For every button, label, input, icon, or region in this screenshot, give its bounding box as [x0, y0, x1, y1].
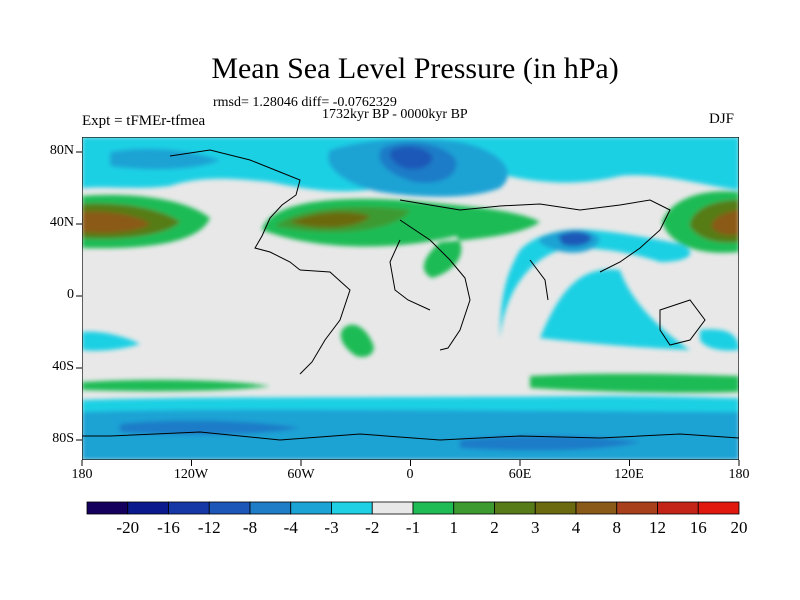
map-title: Mean Sea Level Pressure (in hPa)	[211, 52, 619, 85]
colorbar-label: -3	[324, 518, 339, 537]
rmsd-diff-stats: rmsd= 1.28046 diff= -0.0762329	[213, 95, 397, 110]
lon-label-60e: 60E	[508, 467, 532, 482]
lat-label-80n: 80N	[49, 143, 74, 158]
colorbar-swatch	[127, 501, 169, 515]
colorbar-swatch	[290, 501, 332, 515]
time-period-label: 1732kyr BP - 0000kyr BP	[322, 107, 468, 122]
lon-label-180-east: 180	[728, 467, 750, 482]
colorbar-label: 12	[649, 518, 666, 537]
colorbar-label: 16	[689, 518, 707, 537]
colorbar-label: -4	[283, 518, 298, 537]
colorbar-label: 8	[612, 518, 622, 537]
colorbar-label: -12	[197, 518, 221, 537]
colorbar	[86, 501, 740, 515]
colorbar-label: -8	[242, 518, 258, 537]
colorbar-swatch	[616, 501, 658, 515]
colorbar-label: 1	[449, 518, 459, 537]
colorbar-swatch	[697, 501, 740, 515]
colorbar-swatch	[412, 501, 455, 515]
colorbar-swatch	[453, 501, 495, 515]
colorbar-label: -1	[405, 518, 421, 537]
colorbar-label: -20	[116, 518, 140, 537]
colorbar-swatch	[86, 501, 129, 515]
colorbar-swatch	[575, 501, 618, 515]
lon-label-180-west: 180	[71, 467, 93, 482]
colorbar-label: 20	[730, 518, 748, 537]
colorbar-label: 3	[531, 518, 540, 537]
lon-label-120w: 120W	[173, 467, 209, 482]
colorbar-swatch	[494, 501, 536, 515]
colorbar-swatch	[208, 501, 251, 515]
colorbar-label: -16	[157, 518, 180, 537]
colorbar-swatch	[534, 501, 577, 515]
lon-label-0: 0	[406, 467, 414, 482]
colorbar-swatch	[249, 501, 292, 515]
experiment-label: Expt = tFMEr-tfmea	[82, 113, 206, 129]
lat-label-40s: 40S	[52, 359, 74, 374]
season-label: DJF	[709, 111, 735, 127]
colorbar-swatch	[168, 501, 210, 515]
colorbar-label: 2	[490, 518, 499, 537]
colorbar-label: -2	[365, 518, 380, 537]
lon-label-60w: 60W	[287, 467, 315, 482]
colorbar-swatch	[331, 501, 373, 515]
lat-label-40n: 40N	[49, 215, 74, 230]
coastlines	[82, 149, 739, 441]
colorbar-label: 4	[571, 518, 581, 537]
indo-pacific-low	[500, 229, 691, 350]
lat-label-80s: 80S	[52, 431, 74, 446]
map-field	[82, 137, 739, 460]
south-atlantic-high	[340, 324, 374, 358]
lon-label-120e: 120E	[614, 467, 644, 482]
colorbar-swatch	[371, 501, 414, 515]
lat-label-0: 0	[67, 287, 74, 302]
axis-ticks	[76, 151, 740, 466]
colorbar-swatch	[657, 501, 699, 515]
